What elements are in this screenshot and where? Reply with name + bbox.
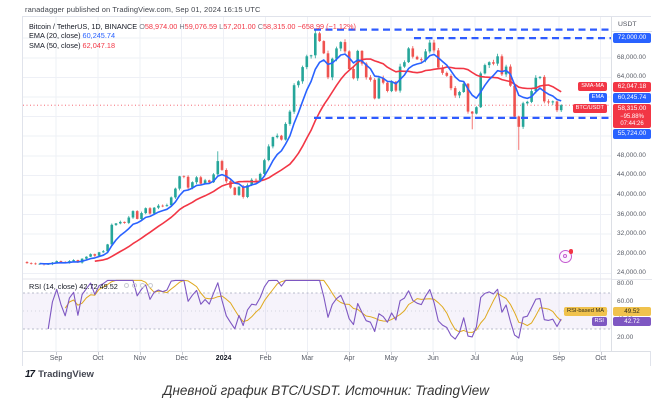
image-caption: Дневной график BTC/USDT. Источник: Tradi…	[162, 383, 490, 398]
time-axis-label: Sep	[552, 355, 566, 362]
price-axis-badge: 55,724.00	[613, 128, 651, 139]
price-scale-unit: USDT	[612, 17, 652, 32]
symbol-title: Bitcoin / TetherUS, 1D, BINANCE	[29, 22, 138, 31]
time-tick-mark	[433, 352, 435, 355]
time-axis-label: Feb	[259, 355, 272, 362]
ema-legend-row[interactable]: EMA (20, close) 60,245.74	[29, 31, 356, 40]
time-tick-mark	[139, 352, 141, 355]
time-axis-label: Aug	[510, 355, 524, 362]
rsi-label: RSI (14, close)	[29, 282, 78, 291]
ideas-bubble-core	[563, 254, 568, 259]
ema-label: EMA (20, close)	[29, 31, 81, 41]
low-label: L	[219, 22, 224, 31]
rsi-tick: 60.00	[617, 298, 634, 305]
time-axis-label: Dec	[175, 355, 188, 362]
rsi-price-tag: RSI-based MA	[564, 306, 607, 316]
price-tick: 28,000.00	[617, 249, 646, 257]
sma-label: SMA (50, close)	[29, 40, 81, 50]
price-axis-badge: 72,000.00	[613, 33, 651, 44]
time-tick-mark	[475, 352, 476, 355]
price-axis-badge: 60,245.74	[613, 92, 651, 103]
high-label: H	[179, 22, 185, 31]
open-value: 58,974.00	[144, 22, 178, 31]
change-value: −658.99 (−1.12%)	[297, 22, 356, 31]
low-value: 57,201.00	[223, 22, 256, 31]
time-tick-mark	[391, 352, 393, 355]
time-tick-mark	[56, 352, 57, 355]
time-axis-label: Oct	[92, 355, 104, 362]
time-axis-label: 2024	[215, 355, 232, 362]
time-axis-label: Apr	[343, 355, 355, 362]
notification-dot	[568, 249, 573, 254]
rsi-line	[47, 279, 562, 340]
time-tick-mark	[181, 352, 183, 355]
price-tick: 24,000.00	[617, 269, 646, 277]
time-tick-mark	[516, 352, 518, 355]
candlestick-series	[25, 33, 563, 265]
ideas-bubble-icon[interactable]	[559, 249, 573, 263]
high-value: 59,076.59	[184, 22, 218, 31]
rsi-axis-badge: 49.52	[613, 306, 651, 316]
time-axis-label: Oct	[595, 355, 607, 362]
time-tick-mark	[97, 352, 99, 355]
price-tick: 64,000.00	[617, 73, 646, 81]
open-label: O	[139, 22, 145, 31]
time-tick-mark	[558, 352, 560, 355]
time-axis-label: Jun	[427, 355, 439, 362]
time-tick-mark	[600, 352, 602, 355]
time-tick-mark	[349, 352, 351, 355]
ema-line	[39, 53, 562, 265]
time-axis-label: May	[384, 355, 398, 362]
price-axis-badge: 58,315.00 −95.88% 07:44:26	[613, 103, 651, 128]
sma-value: 62,047.18	[82, 40, 116, 50]
tradingview-mark-icon: 17	[25, 368, 35, 380]
sma-line	[94, 58, 562, 262]
rsi-legend-action-icons[interactable]	[123, 281, 156, 290]
price-tick: 68,000.00	[617, 53, 646, 61]
time-axis-label: Mar	[301, 355, 314, 362]
rsi-axis-badge: 42.72	[613, 316, 651, 326]
chart-legend: Bitcoin / TetherUS, 1D, BINANCE O58,974.…	[29, 22, 356, 50]
tradingview-logo[interactable]: 17 TradingView	[25, 369, 94, 380]
price-tick: 48,000.00	[617, 151, 646, 159]
price-scale[interactable]: USDT 68,000.0064,000.0052,000.0048,000.0…	[611, 17, 652, 351]
sma-legend-row[interactable]: SMA (50, close) 62,047.18	[29, 41, 356, 50]
time-axis-label: Nov	[133, 355, 147, 362]
rsi-tick: 80.00	[617, 280, 634, 287]
chart-widget: Bitcoin / TetherUS, 1D, BINANCE O58,974.…	[22, 16, 652, 366]
time-axis-label: Jul	[470, 355, 480, 362]
pane-separator	[612, 279, 652, 280]
rsi-ma-value: 49.52	[99, 282, 118, 291]
price-tick: 44,000.00	[617, 171, 646, 179]
time-tick-mark	[307, 352, 309, 355]
symbol-legend-row[interactable]: Bitcoin / TetherUS, 1D, BINANCE O58,974.…	[29, 22, 356, 31]
price-axis-badge: 62,047.18	[613, 81, 651, 92]
rsi-legend-row[interactable]: RSI (14, close) 42.72 49.52	[29, 281, 156, 291]
series-price-tag: BTC/USDT	[572, 104, 607, 114]
tradingview-logo-text: TradingView	[38, 369, 94, 380]
time-axis-label: Sep	[49, 355, 63, 362]
close-value: 58,315.00	[263, 22, 296, 31]
price-tick: 40,000.00	[617, 190, 646, 198]
time-scale[interactable]: Sep Oct Nov Dec 2024 Feb Mar Apr May Jun Jul Aug Sep…	[23, 351, 650, 366]
rsi-price-tag: RSI	[591, 316, 607, 326]
rsi-tick: 20.00	[617, 334, 634, 341]
chart-canvas[interactable]	[23, 17, 611, 351]
attribution-text: ranadagger published on TradingView.com,…	[25, 5, 261, 14]
rsi-value: 42.72	[79, 282, 98, 291]
ema-value: 60,245.74	[82, 31, 116, 41]
price-tick: 32,000.00	[617, 230, 646, 238]
time-tick-mark	[223, 352, 225, 355]
series-price-tag: EMA	[588, 93, 607, 103]
close-label: C	[257, 22, 263, 31]
series-price-tag: SMA-MA	[578, 82, 607, 92]
price-tick: 36,000.00	[617, 210, 646, 218]
time-tick-mark	[265, 352, 267, 355]
candle-wicks	[26, 29, 562, 266]
